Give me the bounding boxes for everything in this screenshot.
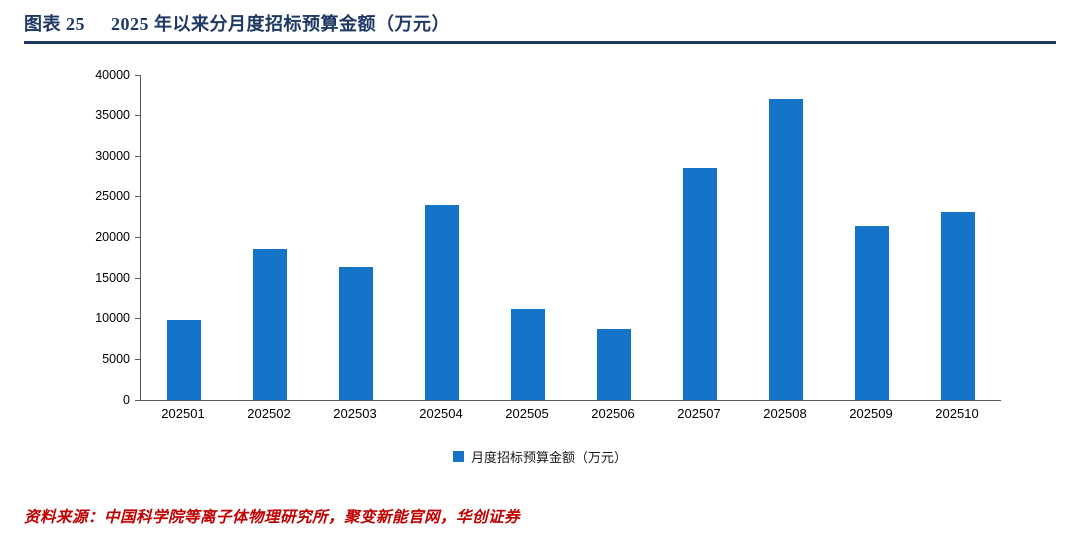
x-tick-label-202507: 202507: [677, 406, 721, 421]
legend-swatch-icon: [452, 451, 464, 462]
bar-202505: [511, 309, 545, 400]
x-tick-label-202508: 202508: [763, 406, 807, 421]
x-tick-label-202506: 202506: [591, 406, 635, 421]
x-tick-label-202502: 202502: [247, 406, 291, 421]
x-tick-label-202504: 202504: [419, 406, 463, 421]
y-tick-mark: [135, 155, 140, 157]
y-tick-mark: [135, 358, 140, 360]
bar-202503: [339, 266, 373, 400]
figure-number-label: 图表 25: [24, 14, 85, 34]
y-tick-mark: [135, 74, 140, 76]
bar-202501: [167, 320, 201, 400]
bar-202507: [683, 167, 717, 400]
y-tick-mark: [135, 237, 140, 238]
y-tick-label: 40000: [95, 67, 130, 82]
y-tick-label: 30000: [95, 148, 130, 163]
bar-column-202501: [141, 75, 227, 400]
bar-202502: [253, 248, 287, 400]
bar-column-202506: [571, 75, 657, 400]
bar-column-202503: [313, 75, 399, 400]
y-tick-label: 10000: [95, 311, 130, 326]
plot-area: [140, 75, 1001, 401]
bar-chart: 40000 35000 30000 25000 20000 15000 10000 5000 0…: [0, 67, 1080, 466]
bar-202504: [425, 205, 459, 400]
y-tick-mark: [135, 399, 140, 401]
y-tick-label: 5000: [102, 351, 130, 366]
y-tick-label: 15000: [95, 270, 130, 285]
bar-column-202505: [485, 75, 571, 400]
y-tick-mark: [135, 277, 140, 279]
bar-column-202508: [743, 75, 829, 400]
bar-column-202510: [915, 75, 1001, 400]
bar-column-202507: [657, 75, 743, 400]
bars-container: [141, 75, 1001, 400]
y-tick-label: 0: [123, 392, 130, 407]
figure-title: 图表 25 2025 年以来分月度招标预算金额（万元）: [24, 10, 450, 36]
legend-label: 月度招标预算金额（万元）: [470, 450, 627, 465]
x-tick-label-202509: 202509: [849, 406, 893, 421]
bar-202509: [855, 226, 889, 400]
x-tick-label-202501: 202501: [161, 406, 205, 421]
y-tick-mark: [135, 115, 140, 117]
bar-202506: [597, 329, 631, 400]
bar-202510: [941, 212, 975, 400]
y-tick-label: 35000: [95, 108, 130, 123]
x-tick-label-202510: 202510: [935, 406, 979, 421]
title-divider: [24, 41, 1056, 44]
figure-title-text: 2025 年以来分月度招标预算金额（万元）: [111, 14, 450, 34]
bar-202508: [769, 98, 803, 400]
bar-column-202504: [399, 75, 485, 400]
x-axis-labels: 202501 202502 202503 202504 202505 202506 2025…: [140, 406, 1000, 421]
x-tick-label-202503: 202503: [333, 406, 377, 421]
y-tick-mark: [135, 318, 140, 320]
y-tick-label: 20000: [95, 230, 130, 244]
legend: 月度招标预算金额（万元）: [0, 447, 1080, 466]
bar-column-202509: [829, 75, 915, 400]
y-tick-label: 25000: [95, 189, 130, 204]
x-tick-label-202505: 202505: [505, 406, 549, 421]
bar-column-202502: [227, 75, 313, 400]
data-source-note: 资料来源：中国科学院等离子体物理研究所，聚变新能官网，华创证券: [24, 509, 521, 526]
y-tick-mark: [135, 196, 140, 198]
